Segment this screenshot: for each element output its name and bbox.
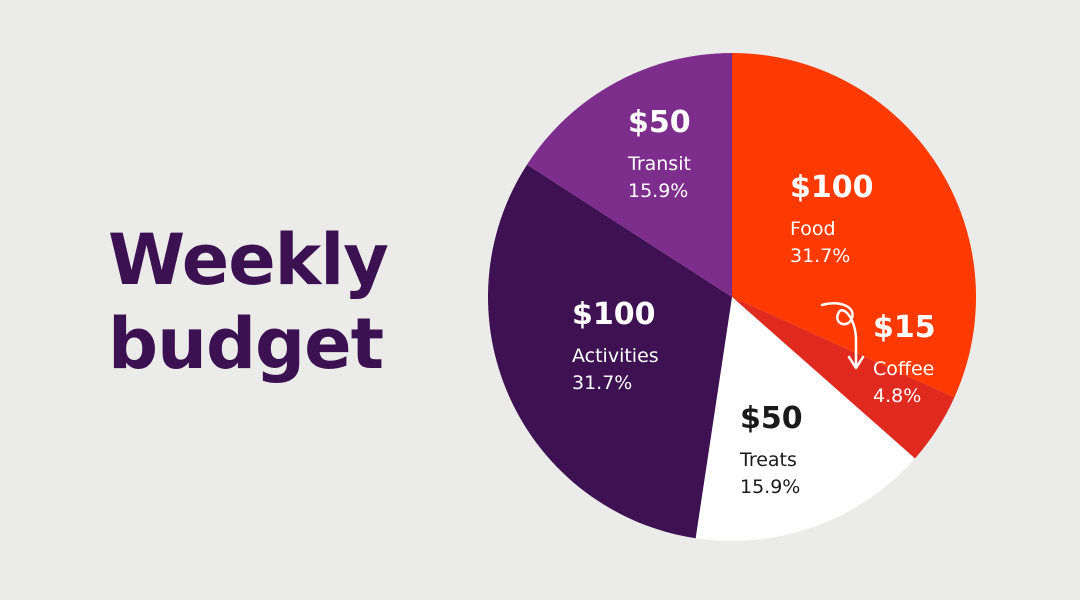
pie-slice-food [732,53,976,398]
slice-amount-transit: $50 [628,105,691,140]
pie-slice-treats [695,297,915,542]
pie-slice-transit [527,53,732,297]
slice-label-treats: Treats [739,449,797,471]
pie-slice-activities [488,164,732,539]
slice-percent-coffee: 4.8% [873,385,921,407]
slice-percent-transit: 15.9% [628,180,688,202]
slice-amount-treats: $50 [740,401,803,436]
title-line-2: budget [108,303,384,385]
slice-label-activities: Activities [572,345,659,367]
slice-percent-food: 31.7% [790,245,850,267]
slice-label-transit: Transit [627,153,691,175]
title-line-1: Weekly [108,219,389,301]
chart-title: Weekly budget [108,218,438,386]
pie-slice-coffee [732,297,955,459]
coffee-arrow-icon [820,301,858,368]
slice-percent-treats: 15.9% [740,476,800,498]
slice-amount-food: $100 [790,170,874,205]
slice-amount-coffee: $15 [873,310,936,345]
slice-amount-activities: $100 [572,297,656,332]
coffee-arrowhead-icon [847,355,865,370]
slice-label-coffee: Coffee [873,358,934,380]
slice-percent-activities: 31.7% [572,372,632,394]
slice-label-food: Food [790,218,836,240]
